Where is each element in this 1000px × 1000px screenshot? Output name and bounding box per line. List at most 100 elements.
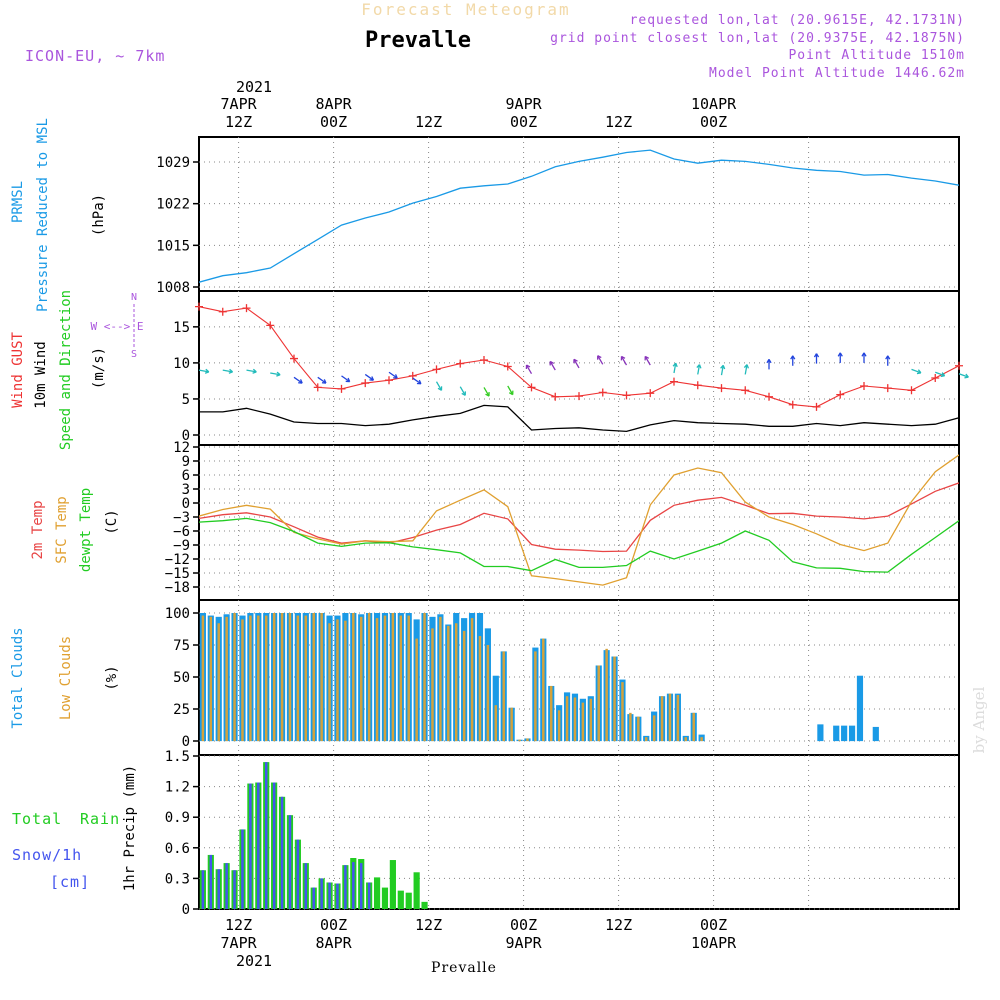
low-cloud-bar — [407, 615, 410, 742]
rain-bar — [381, 887, 389, 909]
precip-unit: 1hr Precip (mm) — [122, 765, 138, 891]
wind-dir-arrow — [246, 369, 257, 373]
temperature-panel: 2m Temp SFC Temp dewpt Temp (C) −18−15−1… — [30, 440, 960, 601]
footer-station: Prevalle — [431, 960, 497, 976]
wind-dir-arrowhead — [437, 386, 443, 391]
snow-bar — [233, 870, 236, 909]
wind-dir-arrowhead — [861, 352, 867, 357]
top-hour-label: 12Z — [415, 113, 442, 131]
compass-label: W <--> E — [91, 320, 144, 333]
low-cloud-bar — [486, 645, 490, 742]
low-cloud-bar — [549, 685, 553, 742]
wind-dir-arrowhead — [525, 364, 531, 370]
wind-dir-arrow — [911, 368, 922, 374]
super-title: Forecast Meteogram — [361, 0, 570, 19]
gust-marker — [456, 359, 465, 368]
gust-marker — [503, 362, 512, 371]
clouds-ytick-label: 75 — [173, 638, 190, 654]
wind-dir-arrow — [673, 363, 677, 374]
snow-bar — [304, 863, 308, 909]
precip-ytick-label: 0.6 — [165, 841, 190, 857]
temp-ytick-label: −18 — [165, 580, 190, 596]
wind-dir-arrow — [507, 385, 514, 395]
wind-dir-arrowhead — [597, 355, 602, 360]
gust-marker — [693, 381, 702, 390]
point-altitude: Point Altitude 1510m — [788, 48, 965, 63]
gust-marker — [741, 386, 750, 395]
top-date-label: 9APR — [506, 95, 543, 113]
top-date-label: 8APR — [316, 95, 353, 113]
low-cloud-bar — [304, 615, 308, 742]
bottom-hour-label: 00Z — [510, 916, 537, 934]
wind10-line — [199, 404, 960, 433]
pressure-line — [199, 149, 959, 283]
gust-marker — [361, 379, 370, 388]
low-cloud-bar — [375, 618, 379, 742]
wind-dir-arrowhead — [204, 368, 210, 374]
wind-dir-arrow — [597, 355, 604, 365]
snow-bar — [312, 887, 315, 909]
bottom-hour-label: 00Z — [320, 916, 347, 934]
pressure-unit: (hPa) — [91, 194, 107, 236]
wind-dir-arrowhead — [393, 374, 398, 379]
snow-bar — [272, 782, 276, 909]
low-cloud-bar — [534, 651, 537, 742]
pressure-ytick-label: 1029 — [156, 155, 190, 171]
low-cloud-bar — [573, 697, 577, 742]
pressure-panel: PRMSL Pressure Reduced to MSL (hPa) 1008… — [10, 118, 960, 312]
requested-coords: requested lon,lat (20.9615E, 42.1731N) — [630, 13, 965, 28]
total-cloud-bar — [841, 725, 848, 742]
bottom-hour-label: 00Z — [700, 916, 727, 934]
low-cloud-bar — [209, 616, 213, 742]
precip-ytick-label: 0 — [182, 902, 190, 918]
pressure-ytick-label: 1022 — [156, 197, 190, 213]
snow-bar — [328, 882, 331, 909]
wind-dir-arrowhead — [549, 360, 555, 366]
top-date-label: 7APR — [221, 95, 258, 113]
precip-ytick-label: 0.3 — [165, 871, 190, 887]
gust-marker — [765, 392, 773, 401]
temp-ytick-label: −12 — [165, 552, 190, 568]
low-cloud-bar — [320, 613, 323, 742]
low-cloud-bar — [257, 615, 260, 742]
low-cloud-bar — [201, 615, 205, 742]
low-cloud-bar — [225, 616, 228, 742]
precip-frame — [198, 754, 960, 910]
low-cloud-bar — [328, 623, 331, 742]
bottom-date-label: 7APR — [221, 934, 258, 952]
total-cloud-bar — [856, 675, 864, 742]
wind-dir-arrowhead — [508, 390, 514, 396]
temp-label-2m: 2m Temp — [30, 500, 46, 559]
precip-label-snow: Snow/1h — [12, 846, 82, 864]
wind-dir-arrow — [644, 356, 651, 366]
wind-dir-arrowhead — [790, 355, 796, 360]
low-cloud-bar — [296, 615, 300, 742]
temp-ytick-label: 0 — [182, 496, 190, 512]
low-cloud-bar — [367, 613, 371, 742]
low-cloud-bar — [494, 705, 498, 742]
wind-dir-arrowhead — [369, 376, 375, 381]
wind-dir-arrowhead — [620, 355, 626, 361]
low-cloud-bar — [621, 682, 624, 742]
wind-dir-arrowhead — [916, 369, 922, 375]
gust-marker — [907, 386, 916, 395]
rain-bar — [397, 890, 404, 909]
low-cloud-bar — [597, 665, 600, 742]
wind-dir-arrow — [293, 376, 303, 384]
low-cloud-bar — [439, 616, 442, 742]
wind-dir-arrow — [697, 364, 701, 375]
wind-dir-arrow — [435, 381, 443, 391]
wind-dir-arrow — [222, 369, 233, 373]
wind-dir-arrowhead — [573, 358, 578, 364]
wind-frame — [198, 290, 960, 446]
wind-dir-arrowhead — [228, 368, 234, 374]
low-cloud-bar — [470, 618, 474, 742]
gust-marker — [788, 400, 797, 409]
low-cloud-bar — [359, 616, 363, 742]
wind-dir-arrow — [958, 373, 969, 378]
snow-bar — [257, 782, 260, 909]
gust-marker — [242, 304, 251, 313]
wind-dir-arrow — [459, 386, 466, 396]
temp-frame — [198, 444, 960, 601]
wind-dir-arrowhead — [672, 362, 678, 368]
